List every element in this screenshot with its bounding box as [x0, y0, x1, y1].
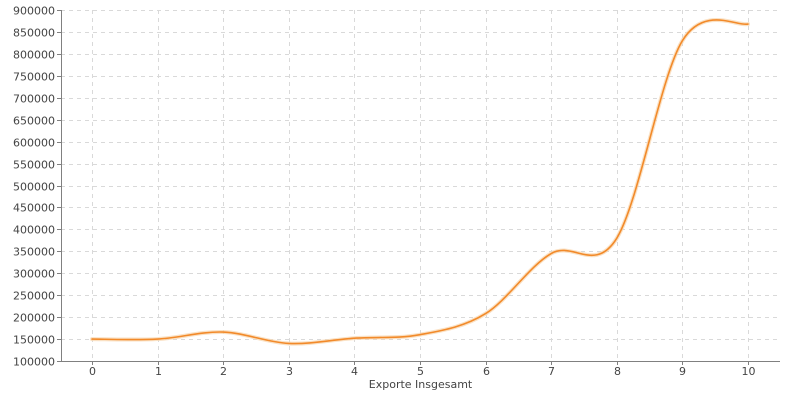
y-tick-label: 400000: [13, 224, 55, 237]
x-tick-label: 0: [89, 365, 96, 378]
y-tick-label: 900000: [13, 5, 55, 18]
x-tick-label: 3: [286, 365, 293, 378]
y-tick-label: 850000: [13, 27, 55, 40]
x-tick-label: 10: [742, 365, 756, 378]
y-tick-label: 250000: [13, 290, 55, 303]
y-tick-label: 500000: [13, 181, 55, 194]
y-tick-label: 650000: [13, 115, 55, 128]
y-tick-label: 350000: [13, 246, 55, 259]
y-tick-label: 800000: [13, 49, 55, 62]
x-tick-label: 2: [220, 365, 227, 378]
x-tick-label: 6: [483, 365, 490, 378]
y-tick-label: 100000: [13, 356, 55, 369]
series-layer: [90, 18, 750, 346]
series-line: [91, 19, 749, 345]
y-tick-label: 750000: [13, 71, 55, 84]
y-tick-label: 600000: [13, 137, 55, 150]
axis-layer: 100000 150000 200000 250000 300000 350000 4000…: [13, 5, 780, 378]
y-tick-label: 700000: [13, 93, 55, 106]
x-tick-label: 4: [351, 365, 358, 378]
x-tick-label: 7: [548, 365, 555, 378]
x-tick-label: 8: [614, 365, 621, 378]
x-tick-label: 5: [417, 365, 424, 378]
y-tick-label: 450000: [13, 202, 55, 215]
y-tick-label: 300000: [13, 268, 55, 281]
y-tick-label: 150000: [13, 334, 55, 347]
x-axis-title: Exporte Insgesamt: [369, 378, 473, 391]
y-tick-label: 200000: [13, 312, 55, 325]
grid-layer: [61, 10, 780, 361]
y-tick-label: 550000: [13, 159, 55, 172]
x-tick-label: 9: [679, 365, 686, 378]
x-tick-label: 1: [155, 365, 162, 378]
